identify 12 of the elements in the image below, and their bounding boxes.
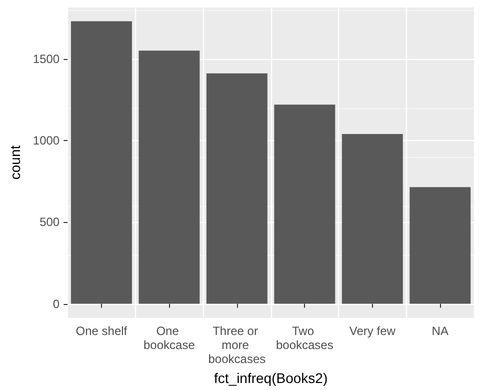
- y-tick-label: 1500: [32, 52, 60, 66]
- x-tick-label: Three or more bookcases: [208, 324, 266, 366]
- x-tick-label: NA: [432, 324, 448, 338]
- x-axis-title: fct_infreq(Books2): [214, 370, 328, 386]
- x-tick-label: One bookcase: [144, 324, 196, 352]
- y-tick-label: 500: [40, 215, 60, 230]
- y-tick-label: 1000: [32, 134, 60, 148]
- x-tick-label: Very few: [349, 324, 396, 338]
- y-axis-title: count: [7, 145, 23, 180]
- x-tick-label: Two bookcases: [276, 324, 334, 352]
- x-tick-label: One shelf: [76, 324, 128, 338]
- y-tick-label: 0: [52, 296, 60, 311]
